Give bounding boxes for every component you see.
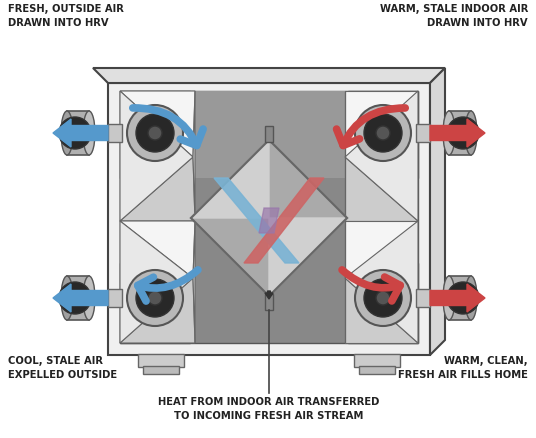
Polygon shape: [193, 222, 195, 343]
Polygon shape: [120, 158, 195, 222]
FancyArrow shape: [430, 284, 485, 312]
Ellipse shape: [61, 276, 73, 320]
Circle shape: [447, 118, 479, 150]
Polygon shape: [191, 219, 269, 297]
FancyArrow shape: [53, 284, 108, 312]
Circle shape: [447, 283, 479, 314]
Ellipse shape: [465, 276, 477, 320]
Polygon shape: [259, 208, 279, 233]
Ellipse shape: [465, 112, 477, 155]
FancyArrow shape: [53, 120, 108, 148]
Bar: [143, 366, 179, 374]
Circle shape: [127, 270, 183, 326]
Bar: [120, 92, 418, 343]
Circle shape: [136, 279, 174, 317]
Polygon shape: [348, 263, 418, 343]
Ellipse shape: [443, 112, 455, 155]
FancyArrowPatch shape: [133, 109, 203, 146]
Polygon shape: [345, 279, 418, 343]
Polygon shape: [67, 112, 89, 155]
Polygon shape: [120, 263, 190, 343]
Polygon shape: [120, 92, 195, 158]
Circle shape: [456, 291, 470, 305]
Polygon shape: [120, 279, 195, 343]
Polygon shape: [214, 179, 299, 263]
Text: FRESH, OUTSIDE AIR
DRAWN INTO HRV: FRESH, OUTSIDE AIR DRAWN INTO HRV: [8, 4, 124, 28]
Polygon shape: [244, 179, 324, 263]
Bar: [416, 290, 430, 307]
Bar: [359, 366, 395, 374]
Circle shape: [364, 279, 402, 317]
Bar: [138, 354, 184, 367]
Polygon shape: [120, 222, 195, 279]
Polygon shape: [345, 92, 418, 158]
Polygon shape: [449, 112, 471, 155]
FancyArrowPatch shape: [138, 270, 198, 301]
Polygon shape: [345, 92, 418, 222]
Bar: [354, 354, 400, 367]
Polygon shape: [269, 219, 347, 297]
Circle shape: [136, 115, 174, 153]
Polygon shape: [191, 141, 347, 297]
Polygon shape: [348, 92, 418, 179]
Circle shape: [376, 291, 390, 305]
Circle shape: [59, 118, 91, 150]
Circle shape: [68, 127, 82, 141]
Polygon shape: [430, 69, 445, 355]
Circle shape: [364, 115, 402, 153]
Bar: [108, 290, 122, 307]
Polygon shape: [67, 276, 89, 320]
Bar: [416, 125, 430, 143]
FancyArrowPatch shape: [337, 109, 405, 146]
Ellipse shape: [61, 112, 73, 155]
Polygon shape: [120, 222, 193, 343]
Polygon shape: [191, 141, 269, 219]
Bar: [108, 84, 430, 355]
Polygon shape: [269, 141, 347, 219]
FancyArrow shape: [430, 120, 485, 148]
Polygon shape: [449, 276, 471, 320]
Circle shape: [456, 127, 470, 141]
Polygon shape: [345, 222, 418, 343]
FancyArrowPatch shape: [342, 270, 400, 301]
Bar: [120, 92, 418, 179]
Polygon shape: [120, 92, 193, 222]
Text: COOL, STALE AIR
EXPELLED OUTSIDE: COOL, STALE AIR EXPELLED OUTSIDE: [8, 355, 117, 379]
Ellipse shape: [443, 276, 455, 320]
Ellipse shape: [83, 112, 95, 155]
Circle shape: [59, 283, 91, 314]
Circle shape: [376, 127, 390, 141]
Circle shape: [148, 127, 162, 141]
Polygon shape: [93, 69, 445, 84]
Polygon shape: [193, 92, 195, 222]
Circle shape: [68, 291, 82, 305]
Text: WARM, STALE INDOOR AIR
DRAWN INTO HRV: WARM, STALE INDOOR AIR DRAWN INTO HRV: [379, 4, 528, 28]
Bar: [265, 127, 273, 143]
Polygon shape: [345, 158, 418, 222]
Circle shape: [355, 270, 411, 326]
FancyArrow shape: [265, 291, 273, 299]
Polygon shape: [345, 222, 418, 279]
Ellipse shape: [83, 276, 95, 320]
Text: WARM, CLEAN,
FRESH AIR FILLS HOME: WARM, CLEAN, FRESH AIR FILLS HOME: [398, 355, 528, 379]
Circle shape: [355, 106, 411, 162]
Circle shape: [148, 291, 162, 305]
Circle shape: [127, 106, 183, 162]
Polygon shape: [120, 92, 190, 179]
Text: HEAT FROM INDOOR AIR TRANSFERRED
TO INCOMING FRESH AIR STREAM: HEAT FROM INDOOR AIR TRANSFERRED TO INCO…: [158, 396, 379, 420]
Bar: [108, 125, 122, 143]
Bar: [265, 294, 273, 310]
